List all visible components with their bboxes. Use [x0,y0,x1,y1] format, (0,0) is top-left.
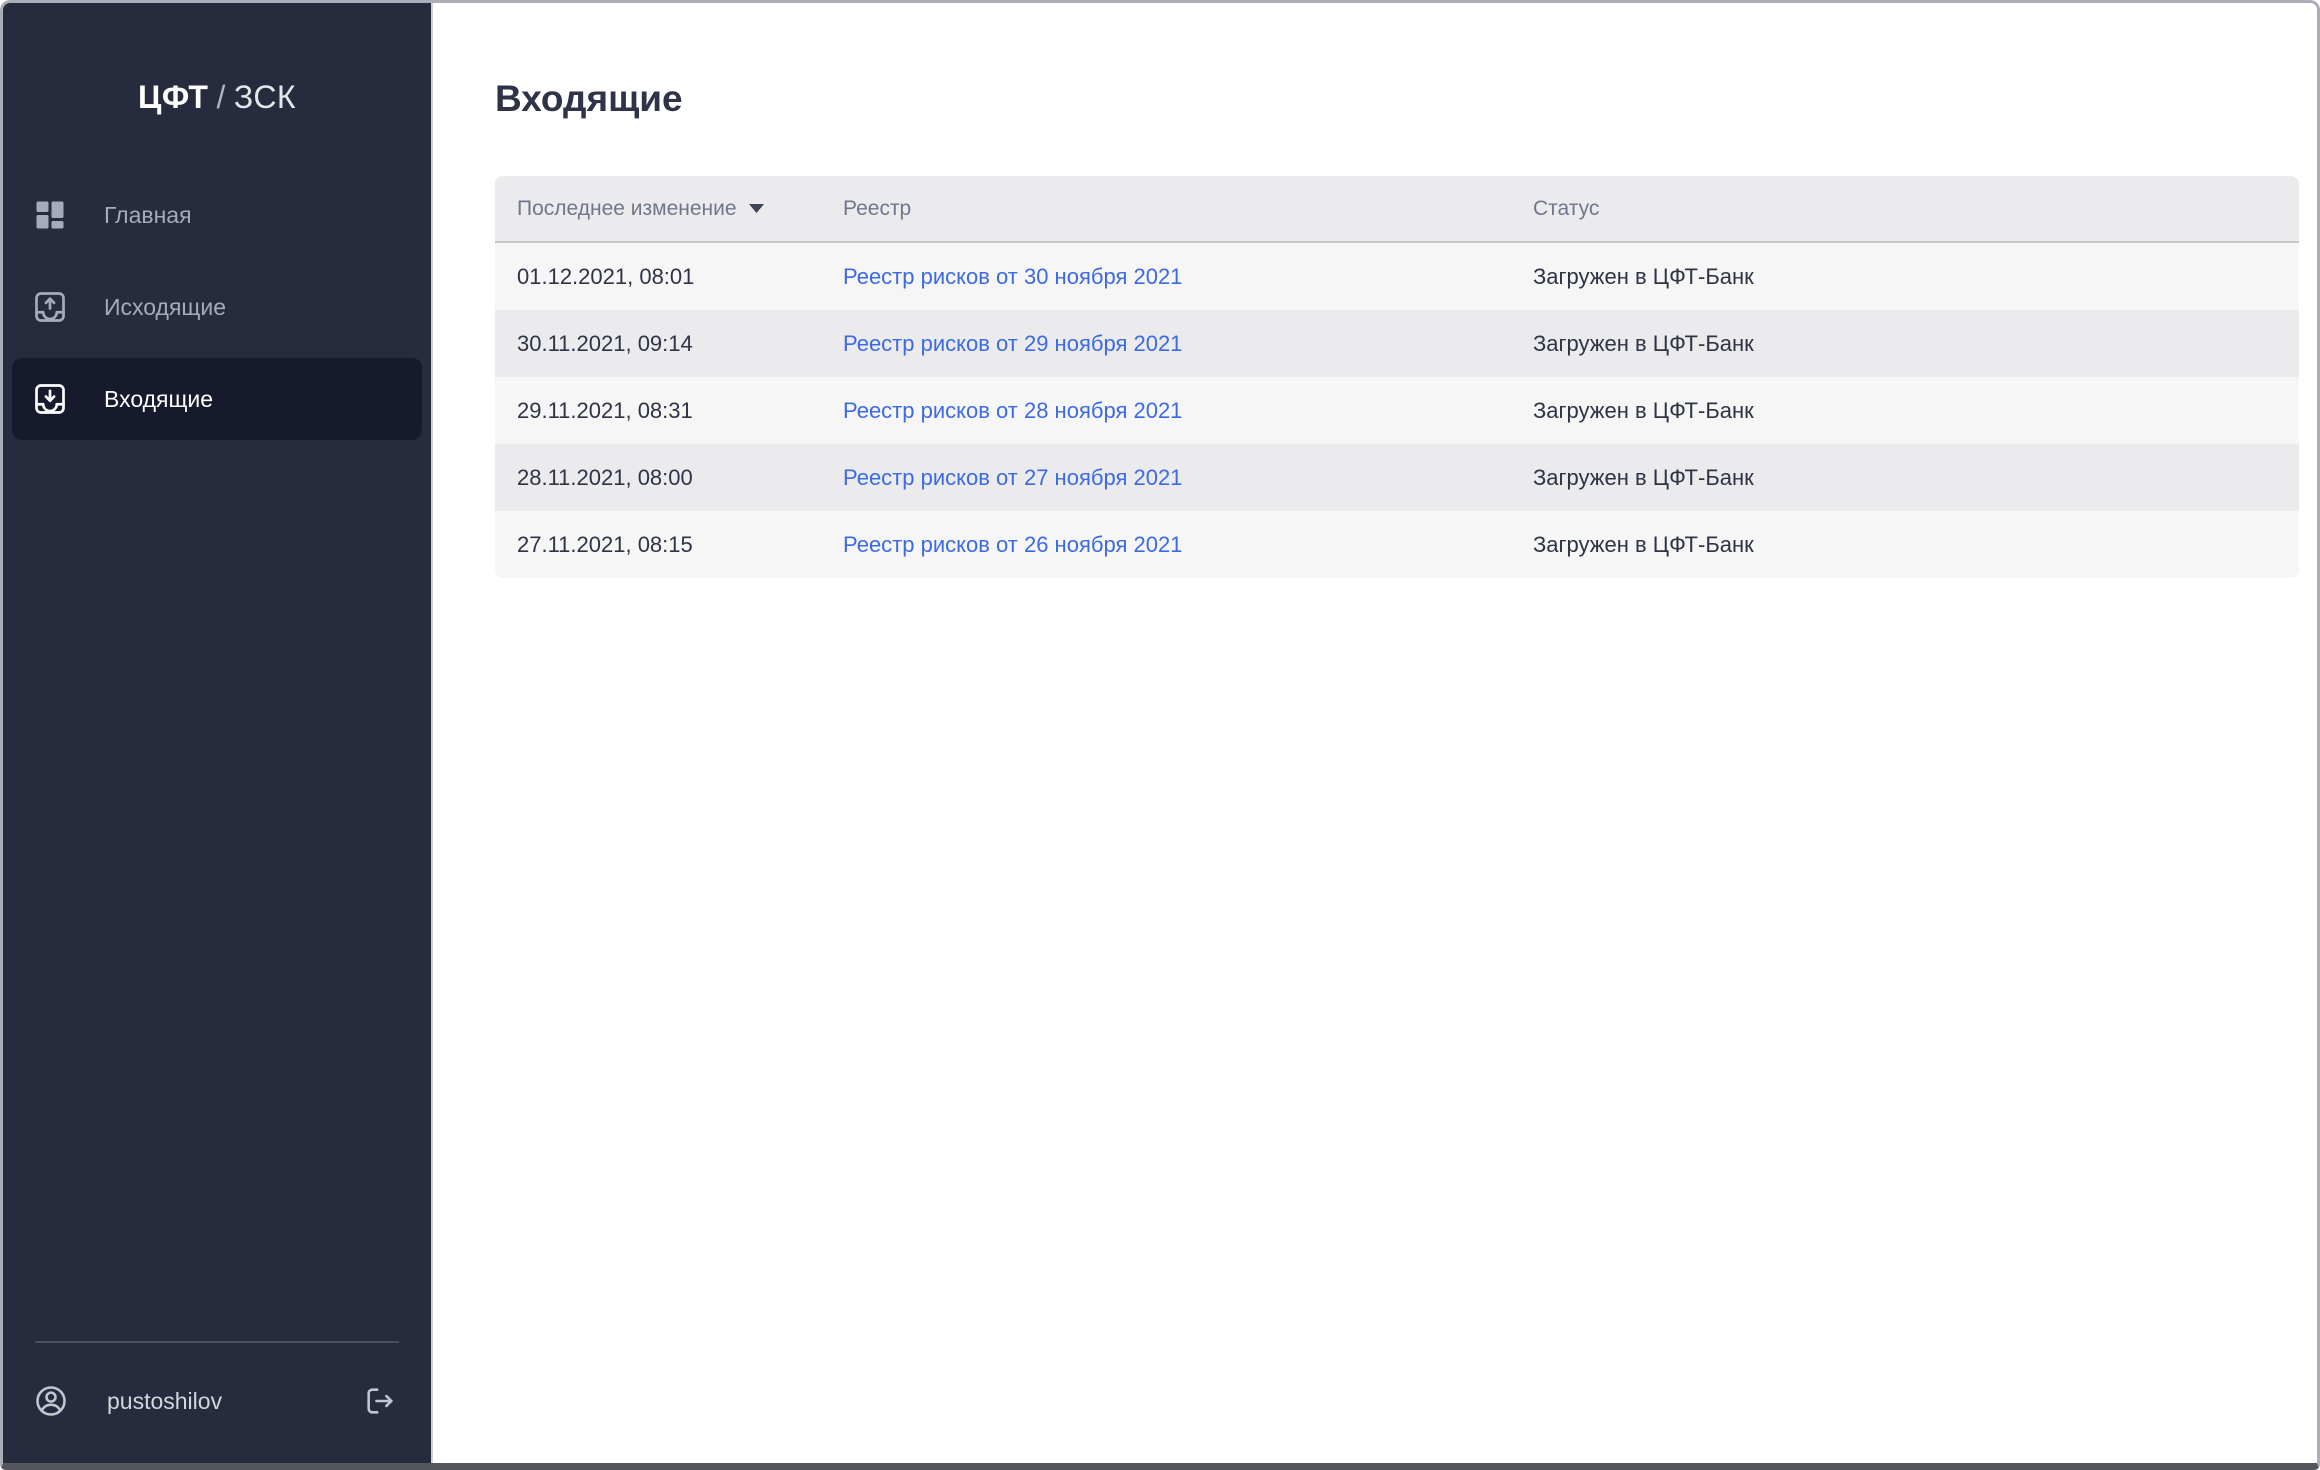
registry-link[interactable]: Реестр рисков от 30 ноября 2021 [843,263,1183,289]
table-row: 27.11.2021, 08:15 Реестр рисков от 26 но… [495,511,2299,578]
cell-last-modified: 01.12.2021, 08:01 [517,263,695,289]
user-row: pustoshilov [3,1343,431,1463]
column-header-label: Последнее изменение [517,196,737,220]
column-header-last-modified[interactable]: Последнее изменение [495,197,843,221]
dashboard-icon [32,197,68,233]
table-row: 01.12.2021, 08:01 Реестр рисков от 30 но… [495,243,2299,310]
inbox-icon [32,381,68,417]
page-title: Входящие [495,78,683,119]
table-row: 30.11.2021, 09:14 Реестр рисков от 29 но… [495,310,2299,377]
registry-link[interactable]: Реестр рисков от 27 ноября 2021 [843,464,1183,490]
sidebar-item-label: Входящие [104,385,214,412]
sidebar-item-home[interactable]: Главная [12,174,422,256]
cell-status: Загружен в ЦФТ-Банк [1533,263,1754,289]
sidebar-divider [35,1341,399,1343]
username: pustoshilov [107,1387,223,1414]
cell-last-modified: 29.11.2021, 08:31 [517,397,693,423]
cell-status: Загружен в ЦФТ-Банк [1533,397,1754,423]
sidebar-footer: pustoshilov [3,1341,431,1463]
logout-icon[interactable] [363,1384,397,1418]
sidebar-item-label: Исходящие [104,293,226,320]
cell-status: Загружен в ЦФТ-Банк [1533,464,1754,490]
logo-product: ЗСК [233,79,297,115]
column-header-status: Статус [1533,196,1600,220]
main-content: Входящие Последнее изменение Реестр Стат… [433,3,2317,1463]
registry-table: Последнее изменение Реестр Статус 01.12.… [495,176,2299,578]
column-header-registry: Реестр [843,196,912,220]
cell-status: Загружен в ЦФТ-Банк [1533,330,1754,356]
sidebar-item-incoming[interactable]: Входящие [12,358,422,440]
outbox-icon [32,289,68,325]
user-icon [33,1383,69,1419]
table-row: 28.11.2021, 08:00 Реестр рисков от 27 но… [495,444,2299,511]
logo-separator: / [216,79,226,115]
sidebar-item-label: Главная [104,201,192,228]
sort-desc-icon [748,204,764,213]
cell-last-modified: 28.11.2021, 08:00 [517,464,693,490]
cell-status: Загружен в ЦФТ-Банк [1533,531,1754,557]
table-header-row: Последнее изменение Реестр Статус [495,176,2299,243]
cell-last-modified: 30.11.2021, 09:14 [517,330,693,356]
registry-link[interactable]: Реестр рисков от 28 ноября 2021 [843,397,1183,423]
registry-link[interactable]: Реестр рисков от 29 ноября 2021 [843,330,1183,356]
logo-brand: ЦФТ [137,79,209,115]
table-row: 29.11.2021, 08:31 Реестр рисков от 28 но… [495,377,2299,444]
sidebar: ЦФТ / ЗСК Главная [3,3,433,1463]
cell-last-modified: 27.11.2021, 08:15 [517,531,693,557]
sidebar-nav: Главная Исходящие [3,174,431,450]
sidebar-item-outgoing[interactable]: Исходящие [12,266,422,348]
app-logo: ЦФТ / ЗСК [138,79,296,116]
registry-link[interactable]: Реестр рисков от 26 ноября 2021 [843,531,1183,557]
